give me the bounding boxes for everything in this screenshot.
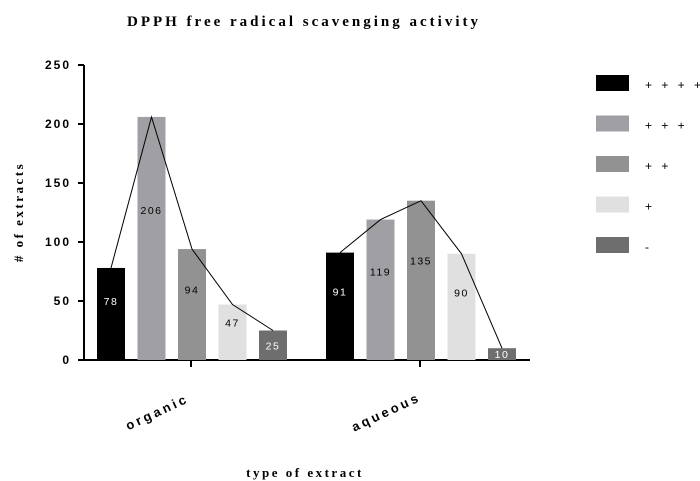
data-label: 47 — [225, 318, 240, 330]
y-tick-label: 50 — [54, 294, 71, 308]
bar — [407, 200, 435, 360]
data-label: 78 — [104, 296, 119, 308]
legend-swatch — [596, 237, 629, 253]
y-tick-label: 200 — [45, 117, 71, 131]
legend-label: + + + + — [645, 78, 700, 92]
legend-label: + + — [645, 159, 671, 173]
legend-label: + + + — [645, 119, 688, 133]
legend-swatch — [596, 156, 629, 172]
legend-swatch — [596, 75, 629, 91]
legend-label: - — [645, 240, 652, 254]
x-tick-label: organic — [123, 391, 191, 433]
bar — [178, 249, 206, 360]
x-tick-label: aqueous — [349, 389, 423, 434]
legend-swatch — [596, 115, 629, 132]
data-label: 10 — [495, 349, 510, 361]
data-label: 119 — [370, 267, 391, 279]
data-label: 25 — [266, 340, 281, 352]
plot-area: 0 50 100 150 200 250 organic aqueous 78 91 206 119 9… — [45, 58, 530, 434]
bar — [137, 116, 166, 360]
y-axis-label: # of extracts — [11, 162, 26, 262]
bar — [488, 348, 516, 360]
bar — [97, 267, 125, 360]
legend: + + + + + + + + + + - — [596, 75, 700, 254]
chart-title: DPPH free radical scavenging activity — [127, 14, 481, 30]
y-tick-label: 150 — [45, 176, 71, 190]
data-label: 206 — [140, 205, 162, 217]
data-label: 90 — [454, 287, 469, 299]
y-tick-label: 250 — [45, 58, 71, 72]
y-tick-label: 100 — [45, 235, 71, 249]
bar — [259, 330, 287, 360]
trend-line — [110, 115, 274, 331]
y-tick-label: 0 — [62, 353, 71, 367]
legend-label: + — [645, 200, 655, 214]
x-axis-label: type of extract — [246, 465, 364, 480]
data-label: 94 — [185, 284, 200, 296]
bar — [447, 253, 476, 360]
bar — [326, 252, 354, 360]
legend-swatch — [596, 196, 629, 213]
data-label: 135 — [410, 255, 432, 267]
bar — [218, 304, 247, 360]
bar — [366, 219, 395, 360]
trend-line — [339, 200, 503, 349]
data-label: 91 — [333, 287, 348, 299]
